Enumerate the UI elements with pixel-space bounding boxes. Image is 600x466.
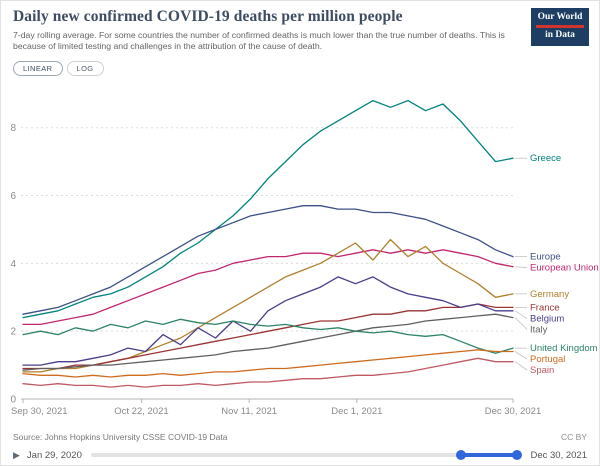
owid-logo[interactable]: Our World in Data	[531, 8, 589, 46]
timeline-start-date: Jan 29, 2020	[26, 449, 82, 461]
series-line-belgium[interactable]	[22, 276, 514, 366]
play-button[interactable]: ▶	[13, 449, 20, 460]
scale-toggle: LINEAR LOG	[13, 61, 104, 76]
series-end-label[interactable]: Belgium	[530, 313, 564, 324]
y-tick-label: 2	[10, 327, 16, 338]
x-tick-label: Dec 30, 2021	[485, 406, 542, 417]
series-line-france[interactable]	[22, 303, 514, 370]
log-scale-button[interactable]: LOG	[66, 61, 104, 76]
label-connector	[514, 310, 528, 319]
series-end-label[interactable]: Germany	[530, 289, 569, 300]
series-line-germany[interactable]	[22, 238, 514, 373]
slider-selected-range[interactable]	[461, 453, 522, 457]
label-connector	[514, 266, 528, 268]
y-tick-label: 8	[10, 123, 16, 134]
series-end-label[interactable]: Europe	[530, 252, 561, 263]
logo-line2: in Data	[545, 30, 575, 41]
x-tick-label: Oct 22, 2021	[114, 406, 168, 417]
logo-red-stripe	[536, 25, 584, 29]
timeline: ▶ Jan 29, 2020 Dec 30, 2021	[13, 447, 587, 463]
series-end-label[interactable]: Italy	[530, 324, 548, 335]
slider-end-handle[interactable]	[512, 450, 523, 460]
x-tick-label: Nov 11, 2021	[221, 406, 277, 417]
page-title: Daily new confirmed COVID-19 deaths per …	[13, 8, 403, 25]
x-tick-label: Dec 1, 2021	[331, 406, 382, 417]
y-tick-label: 0	[10, 395, 16, 406]
series-line-italy[interactable]	[22, 313, 514, 371]
series-end-label[interactable]: Greece	[530, 153, 561, 164]
label-connector	[514, 317, 528, 330]
y-tick-label: 6	[10, 191, 16, 202]
x-tick-label: Sep 30, 2021	[11, 406, 68, 417]
series-line-united-kingdom[interactable]	[22, 318, 514, 354]
chart-subtitle: 7-day rolling average. For some countrie…	[13, 30, 505, 52]
license-link[interactable]: CC BY	[561, 432, 587, 442]
logo-line1: Our World	[537, 12, 583, 22]
timeline-end-date: Dec 30, 2021	[530, 449, 587, 461]
series-line-portugal[interactable]	[22, 349, 514, 378]
series-end-label[interactable]: European Union	[530, 263, 599, 274]
series-end-label[interactable]: France	[530, 302, 560, 313]
slider-track[interactable]	[90, 453, 522, 457]
timeline-slider[interactable]	[90, 448, 523, 462]
label-connector	[514, 351, 528, 360]
footer: Source: Johns Hopkins University CSSE CO…	[13, 432, 587, 442]
chart-plot[interactable]: 0 2 4 6 8 Sep 30, 2021 Oct 22, 2021 Nov 11, 202…	[1, 81, 600, 419]
series-line-greece[interactable]	[22, 99, 514, 319]
series-end-label[interactable]: United Kingdom	[530, 343, 598, 354]
slider-start-handle[interactable]	[456, 450, 467, 460]
series-end-label[interactable]: Spain	[530, 365, 554, 376]
series-line-spain[interactable]	[22, 357, 514, 388]
linear-scale-button[interactable]: LINEAR	[13, 61, 63, 76]
y-tick-label: 4	[10, 259, 16, 270]
series-line-europe[interactable]	[22, 205, 514, 315]
source-text: Source: Johns Hopkins University CSSE CO…	[13, 432, 228, 442]
series-end-label[interactable]: Portugal	[530, 354, 565, 365]
label-connector	[514, 361, 528, 371]
